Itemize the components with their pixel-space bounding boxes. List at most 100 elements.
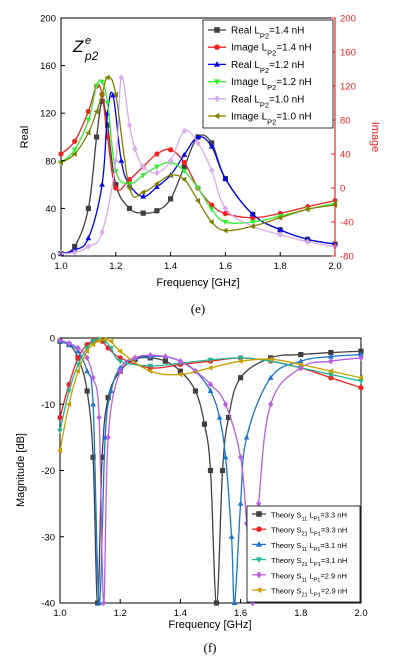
e-y2tick-7: 200 [340, 14, 356, 25]
f-series-5 [57, 336, 364, 454]
f-series-3-point-11 [207, 357, 214, 363]
f-series-3-point-4 [90, 339, 96, 345]
e-y2tick-3: 40 [340, 150, 351, 161]
f-legend-entry-1: Theory S21 LP1=3.3 nH [252, 526, 347, 538]
e-series-3-point-9 [154, 164, 160, 170]
e-y2tick-2: 0 [340, 184, 345, 195]
f-series-2-point-5 [96, 600, 102, 606]
e-series-0-point-4 [99, 98, 105, 104]
e-ytick-2: 80 [45, 156, 56, 167]
f-ytick-2: -20 [41, 466, 55, 477]
svg-text:e: e [85, 35, 91, 47]
f-series-5-point-12 [237, 358, 243, 365]
f-series-5-point-5 [96, 337, 102, 344]
f-series-4-point-16 [238, 454, 244, 461]
e-legend-entry-0: Real LP2=1.4 nH [208, 26, 304, 40]
e-series-1-point-10 [168, 147, 174, 153]
e-series-5-point-5 [104, 74, 110, 81]
f-series-0-point-11 [162, 358, 168, 364]
f-series-5-point-0 [57, 447, 63, 454]
f-series-2-point-17 [228, 533, 235, 539]
e-ytick-0: 0 [51, 252, 56, 263]
f-series-0-point-22 [328, 349, 334, 356]
f-ytick-1: -10 [41, 400, 55, 411]
e-series-4-point-5 [118, 74, 124, 81]
e-series-5-point-1 [71, 151, 77, 157]
e-series-5-point-6 [112, 91, 118, 98]
e-xtick-3: 1.6 [219, 261, 232, 272]
f-series-5-point-8 [117, 348, 123, 355]
e-series-1-point-13 [209, 202, 215, 208]
e-legend-entry-3: Image LP2=1.2 nH [208, 77, 312, 92]
e-series-2-point-14 [222, 175, 229, 181]
legend-box-f [246, 505, 361, 603]
f-series-2-point-16 [222, 454, 229, 460]
f-series-5-point-11 [207, 364, 213, 371]
f-legend-entry-1-label: Theory S21 LP1=3.3 nH [271, 526, 347, 538]
e-legend-entry-3-label: Image LP2=1.2 nH [231, 77, 312, 92]
f-series-3-point-9 [147, 363, 154, 369]
f-series-3-point-3 [84, 345, 90, 351]
e-y2tick-4: 80 [340, 116, 351, 127]
e-xtick-4: 1.8 [274, 261, 287, 272]
e-series-5-point-3 [93, 108, 99, 115]
f-xtick-4: 1.8 [294, 608, 307, 619]
e-series-5-point-8 [140, 189, 146, 196]
f-series-4-point-3 [84, 354, 90, 362]
f-series-2-point-3 [84, 368, 90, 374]
e-series-0-point-7 [126, 205, 133, 211]
f-series-3-point-0 [57, 428, 63, 434]
e-series-4-point-6 [126, 121, 133, 129]
e-xtick-5: 2.0 [328, 261, 341, 272]
f-series-5-point-6 [102, 336, 108, 343]
e-series-2-point-5 [110, 92, 116, 98]
f-legend-entry-2-marker [255, 541, 263, 547]
f-series-4-point-23 [358, 354, 364, 362]
e-series-0-point-3 [94, 134, 100, 140]
e-series-5-point-4 [99, 91, 105, 98]
f-series-2-point-24 [358, 351, 364, 357]
e-series-0-point-8 [140, 210, 146, 216]
legend-f: Theory S11 LP1=3.3 nH Theory S21 LP1=3.3 … [246, 505, 361, 603]
e-series-4-point-12 [195, 139, 201, 147]
f-series-0-point-18 [225, 414, 232, 421]
e-series-4-point-7 [132, 145, 138, 153]
f-legend-entry-3-label: Theory S21 LP1=3.1 nH [271, 556, 347, 568]
e-series-5-point-15 [249, 223, 255, 230]
f-series-0-point-23 [358, 348, 364, 354]
f-series-0-point-16 [213, 600, 220, 606]
f-series-0-point-14 [201, 421, 208, 427]
f-series-4-point-9 [132, 354, 138, 362]
f-legend-entry-3-marker [255, 557, 263, 563]
e-series-1-point-9 [154, 151, 160, 157]
e-series-2-point-9 [154, 183, 160, 190]
f-series-1-point-0 [57, 414, 63, 421]
e-y2tick-6: 160 [340, 48, 356, 59]
chart-f: 1.0 1.2 1.4 1.6 1.8 2.0 0 -10 -20 -30 -40 Frequen… [15, 334, 368, 656]
f-series-0-point-6 [99, 454, 105, 460]
f-series-4-point-15 [222, 401, 229, 408]
e-series-1-point-1 [72, 138, 78, 144]
svg-text:Z: Z [72, 37, 84, 56]
f-xtick-3: 1.6 [234, 608, 247, 619]
e-series-2-point-3 [99, 181, 105, 187]
e-series-3-point-3 [93, 83, 100, 89]
f-series-4-point-1 [66, 340, 72, 347]
f-legend-entry-2: Theory S11 LP1=3.1 nH [252, 541, 347, 553]
e-legend-entry-2-marker [213, 61, 221, 67]
f-legend-entry-5: Theory S21 LP1=2.9 nH [252, 587, 347, 599]
f-xtick-5: 2.0 [354, 608, 367, 619]
f-series-0-point-7 [105, 395, 111, 401]
e-series-2-point-13 [208, 143, 215, 149]
f-legend-entry-5-label: Theory S21 LP1=2.9 nH [271, 587, 347, 599]
f-series-4-point-8 [117, 367, 123, 375]
e-series-5-point-12 [195, 197, 201, 204]
f-series-5-point-2 [75, 368, 81, 374]
f-legend-entry-3: Theory S21 LP1=3.1 nH [252, 556, 347, 568]
f-series-4-point-10 [147, 351, 153, 359]
e-series-0-point-10 [168, 196, 174, 202]
f-series-4-point-7 [105, 434, 111, 441]
caption-e: (e) [191, 301, 205, 316]
f-xtick-0: 1.0 [53, 608, 66, 619]
f-series-4-point-19 [256, 500, 262, 507]
